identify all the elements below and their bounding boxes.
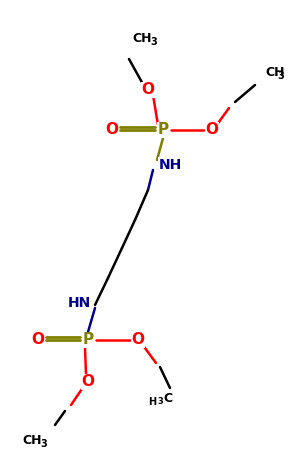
Text: 3: 3 (151, 37, 158, 47)
Text: NH: NH (159, 158, 182, 172)
Text: O: O (131, 333, 145, 348)
Text: P: P (158, 122, 169, 137)
Text: HN: HN (68, 296, 91, 310)
Text: O: O (32, 333, 44, 348)
Text: P: P (82, 333, 94, 348)
Text: 3: 3 (278, 71, 284, 81)
Text: 3: 3 (40, 439, 47, 449)
Text: O: O (82, 375, 94, 389)
Text: CH: CH (132, 31, 152, 45)
Text: O: O (142, 83, 154, 98)
Text: CH: CH (22, 433, 42, 446)
Text: H: H (148, 397, 156, 407)
Text: CH: CH (265, 66, 284, 78)
Text: O: O (106, 122, 118, 137)
Text: C: C (164, 393, 172, 406)
Text: 3: 3 (157, 398, 163, 407)
Text: O: O (206, 122, 218, 137)
